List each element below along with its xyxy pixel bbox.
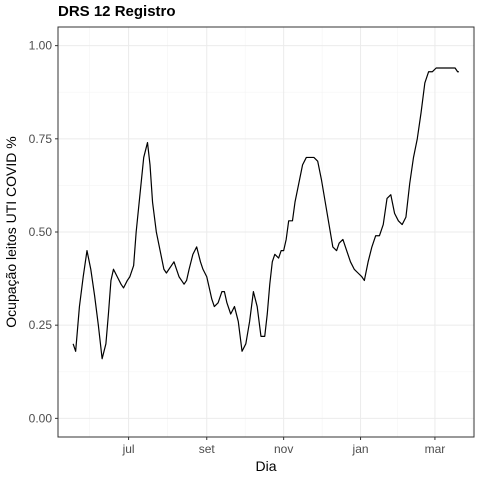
y-axis: 0.00 0.25 0.50 0.75 1.00 xyxy=(29,39,58,425)
major-gridlines xyxy=(58,27,474,437)
y-tick-label: 0.50 xyxy=(29,225,53,239)
series-line-occupancy xyxy=(72,67,459,360)
x-tick-label: set xyxy=(199,442,216,456)
x-axis-title: Dia xyxy=(255,458,276,474)
chart-title: DRS 12 Registro xyxy=(58,3,176,20)
y-tick-label: 0.75 xyxy=(29,132,53,146)
y-tick-label: 1.00 xyxy=(29,39,53,53)
x-tick-label: mar xyxy=(425,442,446,456)
x-tick-label: jul xyxy=(122,442,135,456)
x-tick-label: jan xyxy=(352,442,369,456)
y-tick-label: 0.25 xyxy=(29,318,53,332)
y-axis-title: Ocupação leitos UTI COVID % xyxy=(3,136,19,327)
x-axis: jul set nov jan mar xyxy=(122,437,446,456)
y-tick-label: 0.00 xyxy=(29,411,53,425)
x-tick-label: nov xyxy=(274,442,293,456)
